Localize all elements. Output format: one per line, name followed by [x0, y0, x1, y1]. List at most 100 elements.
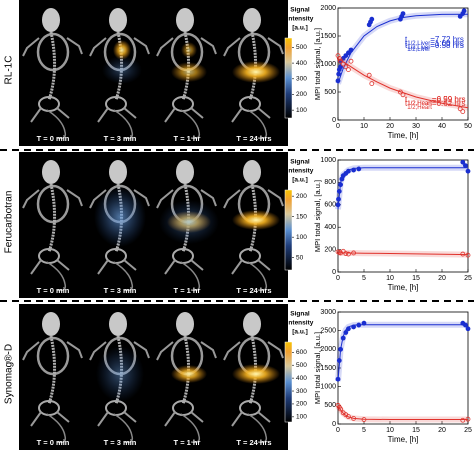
annotation-value: =0.58 hrs — [430, 41, 464, 50]
data-point — [345, 414, 351, 419]
x-axis-label: Time, [h] — [388, 131, 419, 140]
data-point — [348, 58, 354, 64]
colorbar — [284, 37, 293, 119]
colorbar-tick-label: 500 — [296, 44, 307, 51]
row-label: Synomag®-D — [4, 344, 15, 404]
skull — [42, 8, 60, 32]
fit-line — [337, 13, 469, 84]
image-label: T = 3 min — [104, 438, 137, 447]
image-label: T = 0 min — [37, 438, 70, 447]
colorbar-title: Signal — [290, 159, 310, 166]
data-point — [336, 56, 342, 61]
x-tick-label: 50 — [464, 123, 472, 130]
image-label: T = 24 hrs — [236, 438, 271, 447]
annotation-symbol: t — [405, 39, 408, 48]
signal-glow — [113, 40, 131, 60]
fit-line — [337, 167, 468, 210]
colorbar-title: [a.u.] — [292, 25, 308, 32]
y-tick-label: 500 — [324, 402, 336, 409]
data-point — [338, 64, 344, 70]
colorbar-title: Intensity — [287, 16, 314, 23]
data-point — [343, 251, 349, 256]
limbs — [223, 189, 284, 275]
colorbar-title: Signal — [290, 311, 310, 318]
y-tick-label: 0 — [332, 421, 336, 428]
half-life-annotation: t1/2,Liver=1.00 hrs — [405, 39, 464, 50]
image-label: T = 24 hrs — [236, 286, 271, 295]
skull — [243, 312, 261, 336]
x-tick-label: 10 — [386, 427, 394, 434]
annotation-subscript: 1/2,Liver — [407, 47, 430, 53]
y-axis-label: MPI total signal, [a.u.] — [313, 28, 322, 100]
signal-glow — [159, 200, 219, 244]
x-tick-label: 0 — [336, 427, 340, 434]
y-tick-label: 1000 — [320, 157, 336, 164]
fit-line — [337, 405, 468, 420]
annotation-subscript: 1/2,Liver — [407, 45, 430, 51]
colorbar-tick-label: 200 — [296, 91, 307, 98]
x-tick-label: 0 — [336, 123, 340, 130]
tail — [113, 261, 134, 292]
y-tick-label: 600 — [324, 202, 336, 209]
image-label: T = 3 min — [104, 286, 137, 295]
annotation-value: =1.00 hrs — [430, 39, 464, 48]
data-point — [461, 8, 467, 14]
tail — [247, 109, 268, 140]
colorbar-tick-label: 400 — [296, 375, 307, 382]
data-point — [338, 406, 344, 412]
x-tick-label: 0 — [336, 275, 340, 282]
colorbar-tick-label: 100 — [296, 107, 307, 114]
y-tick-label: 400 — [324, 224, 336, 231]
annotation-value: =0.62 hrs — [432, 99, 466, 108]
row-label: Ferucarbotran — [4, 191, 15, 254]
image-label: T = 24 hrs — [236, 134, 271, 143]
annotation-symbol: t — [405, 35, 408, 44]
colorbar-title: [a.u.] — [292, 177, 308, 184]
data-point — [460, 417, 466, 423]
y-tick-label: 1500 — [320, 33, 336, 40]
limbs — [22, 189, 83, 275]
skull — [109, 312, 127, 336]
colorbar-tick-label: 500 — [296, 362, 307, 369]
data-point — [343, 53, 349, 58]
limbs — [22, 341, 83, 427]
signal-glow — [102, 56, 142, 84]
signal-glow — [94, 187, 146, 247]
colorbar-tick-label: 50 — [296, 254, 304, 261]
data-point — [345, 50, 351, 56]
data-point — [336, 71, 342, 77]
limbs — [156, 37, 217, 123]
signal-glow — [232, 61, 280, 83]
y-tick-label: 1000 — [320, 61, 336, 68]
data-point — [465, 168, 471, 174]
limbs — [89, 189, 150, 275]
ribcage — [36, 32, 70, 72]
x-tick-label: 20 — [438, 275, 446, 282]
y-tick-label: 1000 — [320, 384, 336, 391]
tail — [180, 413, 201, 444]
data-point — [400, 11, 406, 17]
y-tick-label: 2000 — [320, 346, 336, 353]
colorbar-title: Signal — [290, 7, 310, 14]
tail — [46, 413, 67, 444]
tail — [247, 261, 268, 292]
fit-line — [337, 57, 469, 109]
limbs — [89, 341, 150, 427]
y-axis-label: MPI total signal, [a.u.] — [313, 332, 322, 404]
data-point — [366, 72, 372, 78]
spine — [47, 183, 57, 253]
skull — [42, 160, 60, 184]
annotation-subscript: 1/2,Liver — [407, 41, 430, 47]
signal-glow — [232, 210, 280, 230]
image-label: T = 3 min — [104, 134, 137, 143]
colorbar-tick-label: 150 — [296, 213, 307, 220]
x-tick-label: 10 — [360, 123, 368, 130]
data-point — [345, 67, 351, 72]
half-life-annotation: t1/2,Heart=0.62 hrs — [405, 99, 466, 110]
colorbar-tick-label: 100 — [296, 414, 307, 421]
y-tick-label: 2500 — [320, 328, 336, 335]
data-point — [465, 252, 471, 258]
data-point — [465, 326, 471, 332]
fit-line — [337, 252, 469, 256]
limbs — [223, 341, 284, 427]
